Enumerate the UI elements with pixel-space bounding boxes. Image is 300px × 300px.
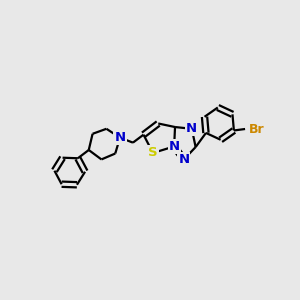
Text: N: N: [169, 140, 180, 153]
Text: N: N: [186, 122, 197, 135]
Text: N: N: [178, 153, 189, 166]
Text: Br: Br: [249, 122, 264, 136]
Text: S: S: [148, 146, 158, 159]
Text: N: N: [114, 131, 125, 144]
